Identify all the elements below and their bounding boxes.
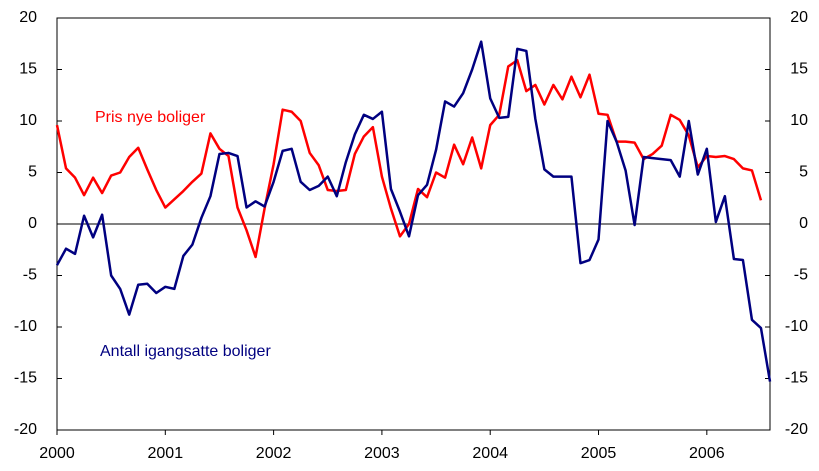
x-tick-label: 2002 (256, 445, 292, 462)
y-tick-label: -10 (14, 318, 37, 335)
y2-tick-label: -5 (794, 267, 808, 284)
y2-tick-label: 5 (799, 164, 808, 181)
y-tick-label: 20 (19, 9, 37, 26)
y-tick-label: 10 (19, 112, 37, 129)
x-tick-label: 2000 (39, 445, 75, 462)
y2-tick-label: -20 (785, 421, 808, 438)
y2-tick-label: 15 (790, 61, 808, 78)
y2-tick-label: 10 (790, 112, 808, 129)
y2-tick-label: 0 (799, 215, 808, 232)
y2-tick-label: -15 (785, 370, 808, 387)
line-series (55, 40, 772, 382)
y2-tick-label: 20 (790, 9, 808, 26)
y-tick-label: 5 (28, 164, 37, 181)
x-tick-label: 2003 (364, 445, 400, 462)
y-tick-label: 0 (28, 215, 37, 232)
x-tick-label: 2004 (472, 445, 508, 462)
y-tick-label: -15 (14, 370, 37, 387)
y-tick-label: -20 (14, 421, 37, 438)
y-tick-label: 15 (19, 61, 37, 78)
y-tick-label: -5 (23, 267, 37, 284)
annotation: Antall igangsatte boliger (100, 343, 271, 360)
x-tick-label: 2006 (689, 445, 725, 462)
x-tick-label: 2001 (148, 445, 184, 462)
x-tick-label: 2005 (581, 445, 617, 462)
y2-tick-label: -10 (785, 318, 808, 335)
annotation: Pris nye boliger (95, 109, 206, 126)
